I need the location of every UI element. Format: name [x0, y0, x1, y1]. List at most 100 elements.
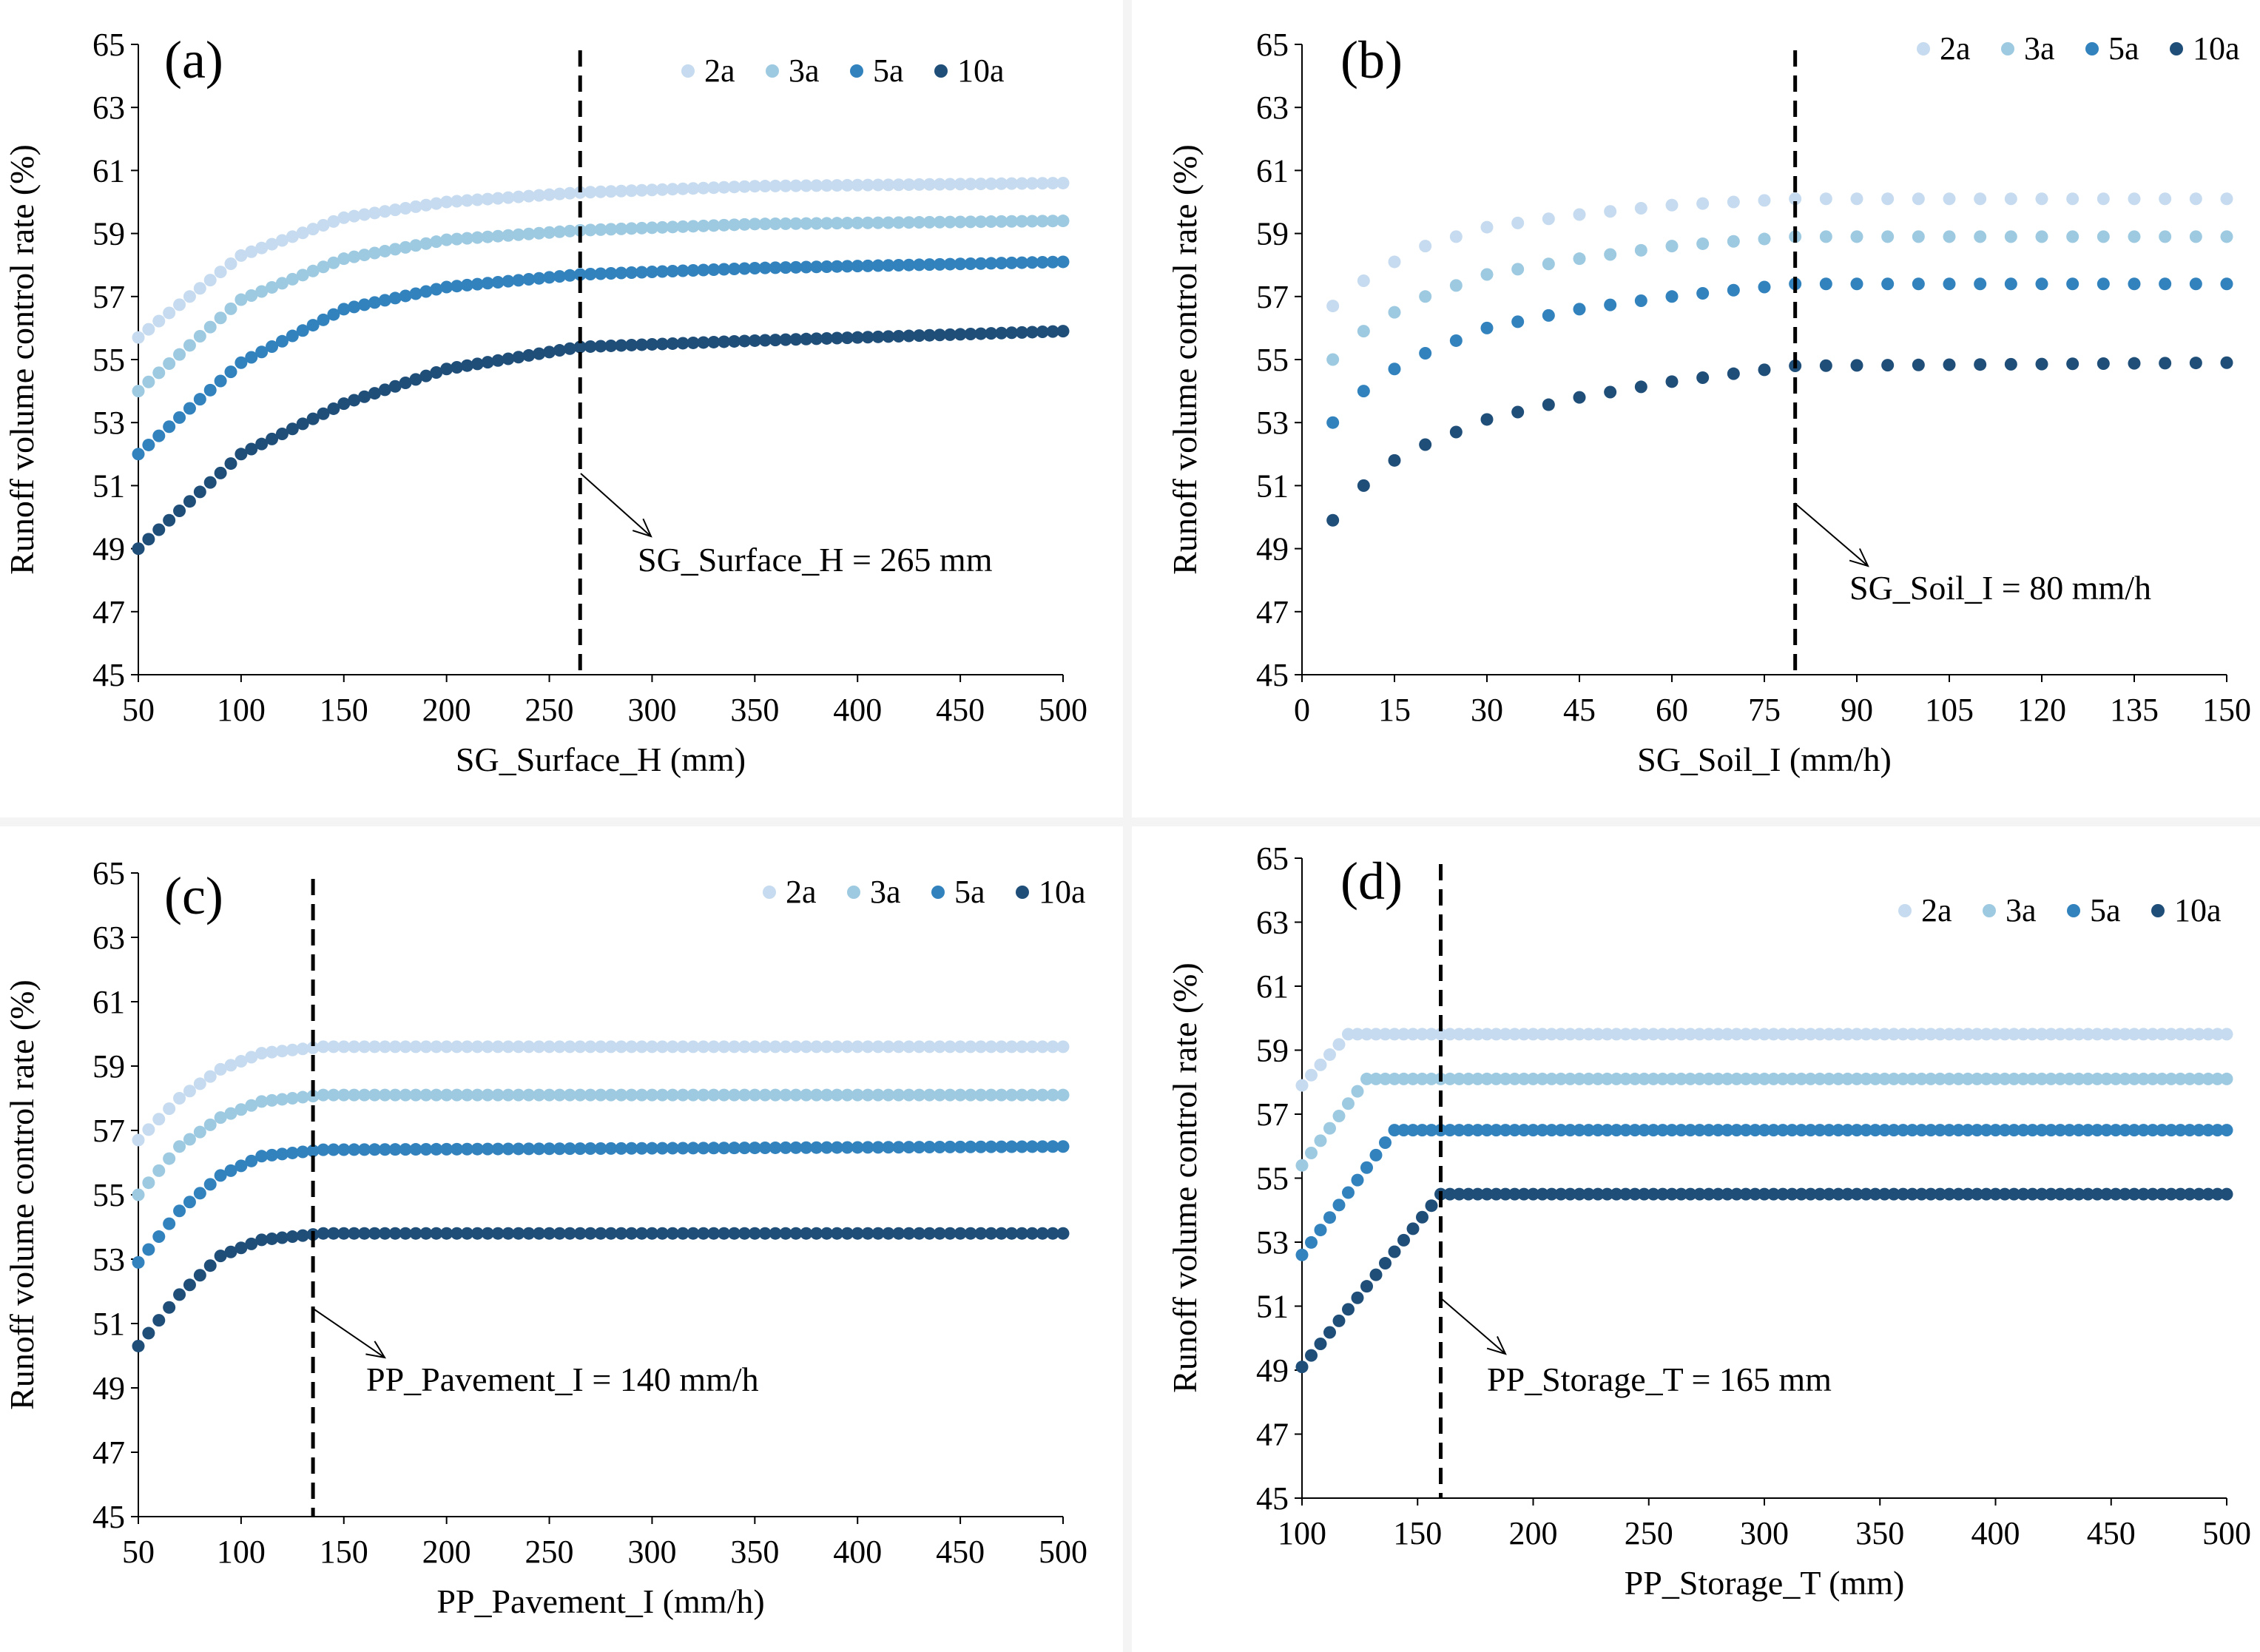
- data-point: [317, 313, 330, 326]
- data-point: [1850, 230, 1863, 243]
- data-point: [985, 257, 998, 270]
- data-point: [882, 259, 895, 272]
- data-point: [604, 339, 618, 352]
- data-point: [1702, 1124, 1716, 1137]
- data-point: [1582, 1124, 1595, 1137]
- data-point: [1675, 1072, 1687, 1085]
- data-point: [2054, 1187, 2067, 1201]
- y-tick-label: 49: [92, 531, 125, 567]
- data-point: [306, 1041, 320, 1054]
- data-point: [2082, 1187, 2094, 1201]
- data-point: [1971, 1028, 1983, 1041]
- data-point: [1573, 1187, 1586, 1201]
- data-point: [1351, 1173, 1364, 1187]
- data-point: [1601, 1124, 1613, 1137]
- data-point: [604, 1040, 618, 1053]
- data-point: [2220, 1187, 2233, 1201]
- data-point: [152, 429, 166, 442]
- data-point: [913, 216, 926, 229]
- data-point: [789, 333, 803, 346]
- data-point: [707, 1142, 721, 1155]
- data-point: [2026, 1124, 2039, 1137]
- data-point: [779, 1088, 792, 1102]
- data-point: [1881, 277, 1895, 291]
- data-point: [1388, 363, 1401, 376]
- data-point: [2119, 1187, 2131, 1201]
- data-point: [522, 1040, 536, 1053]
- data-point: [738, 1142, 751, 1155]
- data-point: [2045, 1124, 2057, 1137]
- x-tick-label: 50: [122, 692, 155, 728]
- data-point: [245, 1237, 258, 1250]
- data-point: [974, 1040, 988, 1053]
- data-point: [317, 1143, 330, 1156]
- data-point: [1819, 359, 1832, 372]
- data-point: [954, 1227, 967, 1240]
- data-point: [1850, 1124, 1863, 1137]
- data-point: [954, 1088, 967, 1102]
- data-point: [163, 1102, 176, 1116]
- data-point: [913, 1227, 926, 1240]
- data-point: [286, 1230, 299, 1244]
- data-point: [584, 1142, 597, 1156]
- data-point: [1480, 220, 1494, 234]
- data-point: [1869, 1028, 1882, 1041]
- data-point: [676, 1227, 689, 1240]
- data-point: [440, 1142, 453, 1156]
- data-point: [419, 1040, 433, 1053]
- data-point: [1046, 255, 1059, 269]
- data-point: [738, 334, 751, 348]
- data-point: [861, 1088, 874, 1102]
- data-point: [1696, 371, 1710, 384]
- data-point: [214, 1250, 227, 1263]
- data-point: [203, 1070, 217, 1083]
- data-point: [1369, 1268, 1383, 1281]
- data-point: [728, 1142, 741, 1155]
- data-point: [1727, 367, 1740, 380]
- data-point: [1789, 192, 1802, 206]
- data-point: [142, 1176, 155, 1190]
- data-point: [1850, 277, 1863, 291]
- data-point: [255, 345, 269, 359]
- data-point: [1776, 1072, 1790, 1085]
- data-point: [522, 227, 536, 240]
- y-tick-label: 65: [92, 27, 125, 63]
- data-point: [1419, 290, 1432, 303]
- data-point: [368, 246, 381, 260]
- data-point: [2008, 1124, 2020, 1137]
- data-point: [913, 329, 926, 343]
- legend-marker: [2085, 42, 2099, 55]
- data-point: [1813, 1028, 1826, 1041]
- data-point: [1906, 1124, 1919, 1137]
- data-point: [327, 256, 340, 269]
- data-point: [1005, 215, 1019, 228]
- data-point: [707, 1227, 721, 1240]
- data-point: [388, 1227, 402, 1240]
- data-point: [800, 1040, 813, 1053]
- data-point: [1573, 391, 1586, 404]
- data-point: [512, 351, 525, 364]
- data-point: [1786, 1028, 1798, 1041]
- data-point: [1819, 192, 1832, 206]
- data-point: [1684, 1124, 1697, 1137]
- data-point: [1388, 1072, 1401, 1085]
- data-point: [1314, 1338, 1327, 1351]
- data-point: [933, 1227, 946, 1240]
- data-point: [1326, 300, 1340, 313]
- data-point: [1727, 283, 1740, 297]
- y-tick-label: 47: [1256, 594, 1289, 630]
- data-point: [1974, 192, 1987, 206]
- data-point: [1850, 1072, 1863, 1085]
- data-point: [1604, 248, 1617, 261]
- data-point: [1388, 1245, 1401, 1258]
- data-point: [1924, 1124, 1937, 1137]
- data-point: [1564, 1028, 1576, 1041]
- data-point: [1998, 1072, 2011, 1085]
- data-point: [954, 178, 967, 191]
- data-point: [584, 186, 597, 199]
- data-point: [2193, 1124, 2205, 1137]
- panel-label: (c): [164, 866, 223, 926]
- series-2a: [132, 1040, 1070, 1147]
- data-point: [214, 266, 227, 279]
- data-point: [974, 257, 988, 270]
